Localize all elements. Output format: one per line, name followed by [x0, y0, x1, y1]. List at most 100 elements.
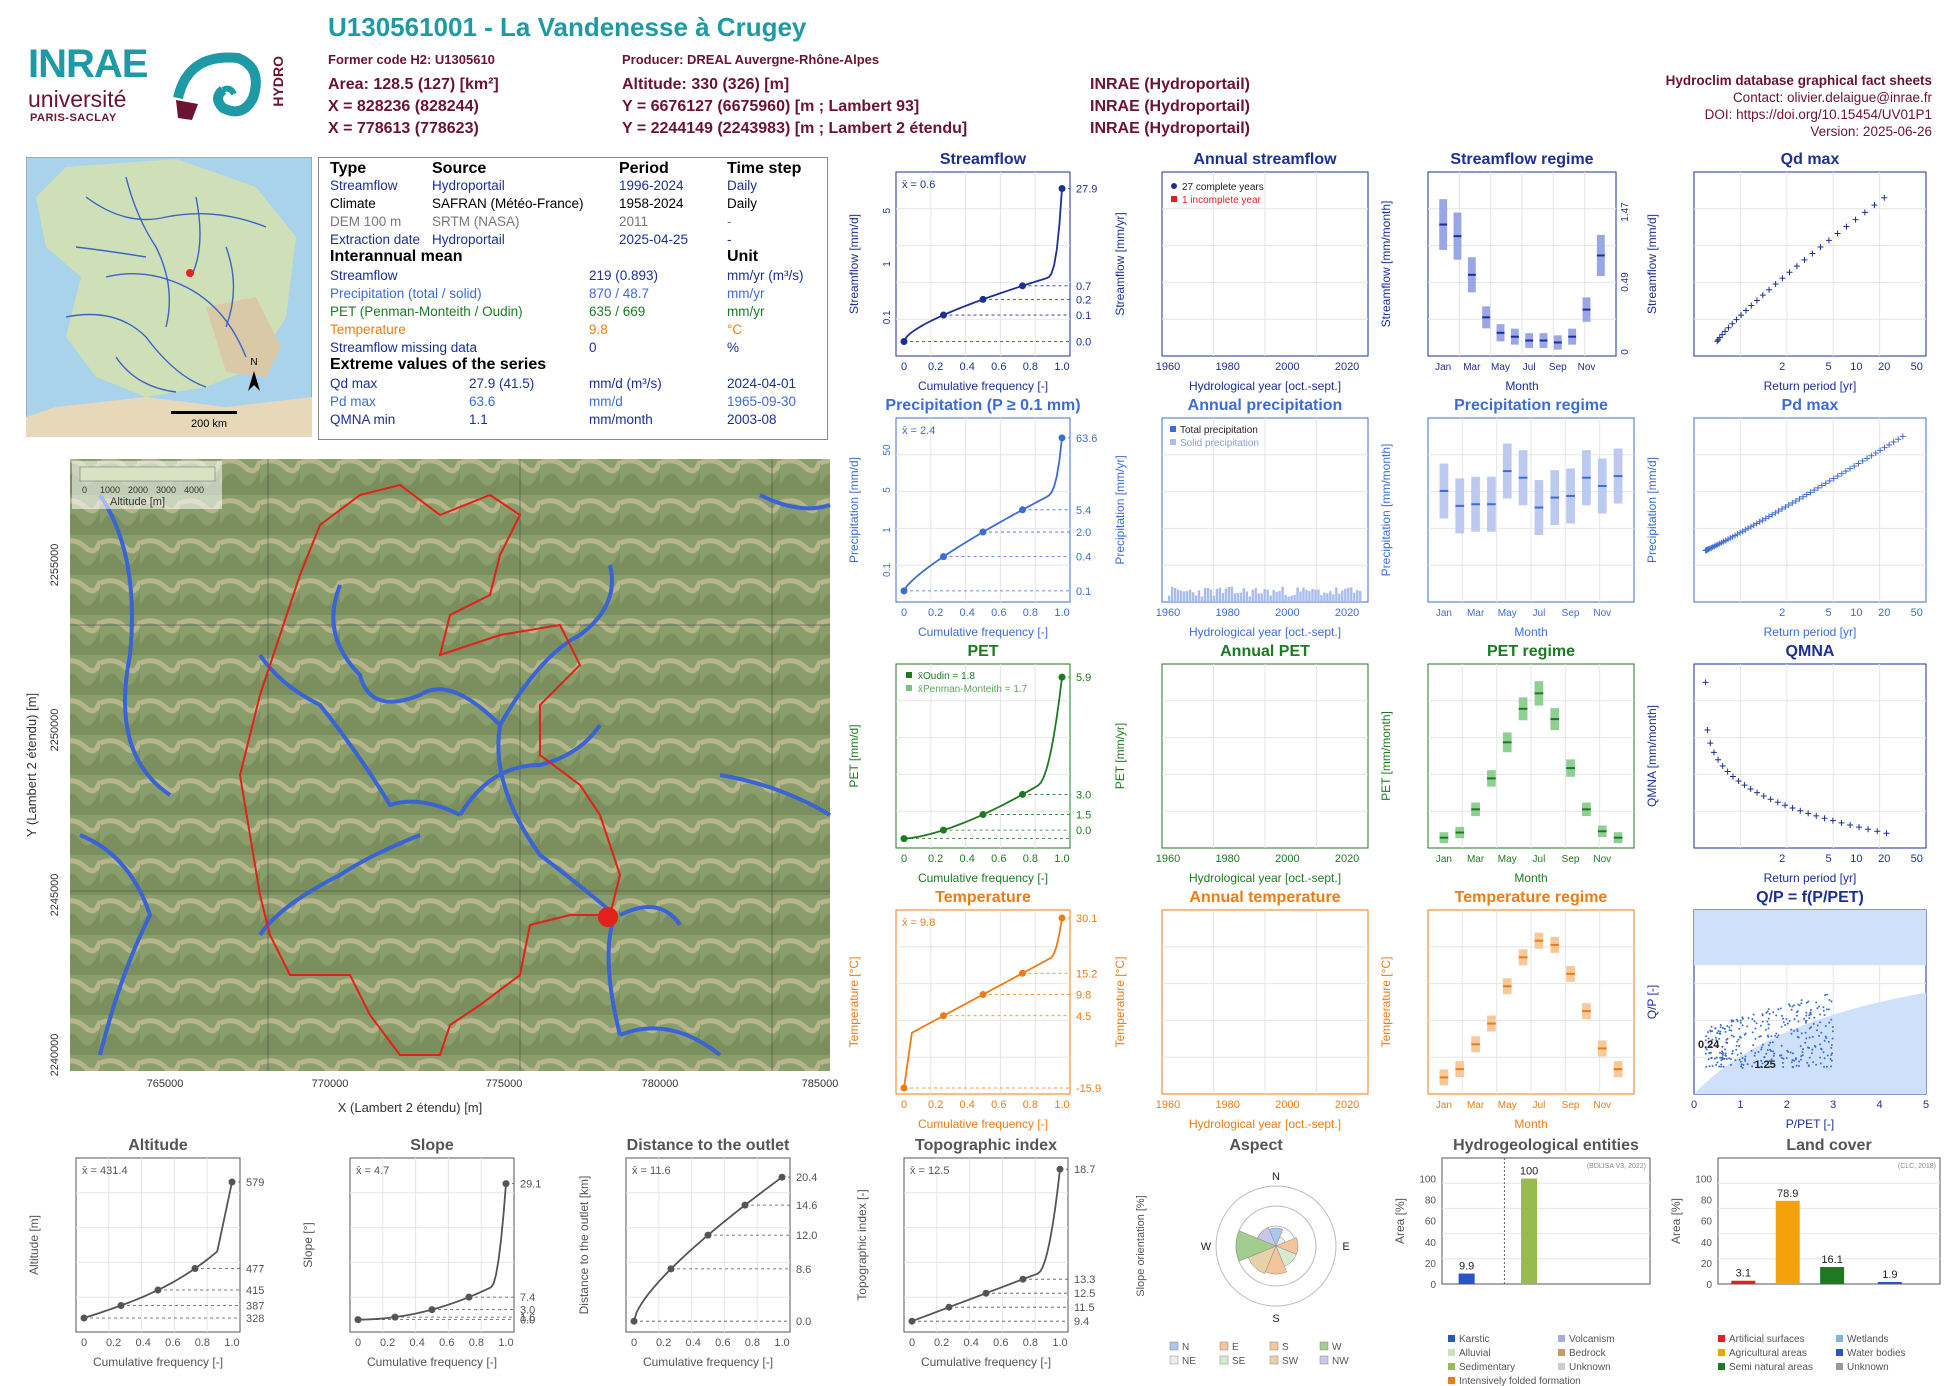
qp-point — [1741, 1024, 1744, 1027]
return-point — [1807, 489, 1814, 496]
legend-marker — [1558, 1363, 1565, 1370]
y-tick: 100 — [1419, 1175, 1436, 1186]
right-tick: 1.5 — [1076, 810, 1091, 822]
y-tick: 2240000 — [49, 1034, 61, 1077]
qp-point — [1819, 1056, 1822, 1059]
return-point — [1877, 447, 1884, 454]
year-bar-solid — [1302, 587, 1305, 602]
row-period: 2011 — [619, 214, 649, 229]
return-point — [1830, 475, 1837, 482]
extreme-value: 63.6 — [469, 394, 496, 409]
qp-point — [1781, 1014, 1784, 1017]
return-point — [1714, 338, 1721, 345]
qp-point — [1816, 1029, 1819, 1032]
qp-point — [1787, 1050, 1790, 1053]
x-tick: Mar — [1467, 854, 1485, 865]
landcover-chart: Land cover Area [%] (CLC, 2018) 3.1 78.9 16.1… — [1669, 1137, 1941, 1373]
legend-title: Altitude [m] — [110, 496, 165, 508]
y-tick: 0.1 — [882, 563, 893, 577]
return-point — [1895, 436, 1902, 443]
return-point — [1825, 237, 1832, 244]
qp-point — [1750, 1049, 1753, 1052]
qp-point — [1780, 1025, 1783, 1028]
x-tick: 0.4 — [960, 607, 975, 619]
qp-point — [1824, 1025, 1827, 1028]
qp-point — [1721, 1045, 1724, 1048]
legend-marker — [1319, 1341, 1329, 1351]
y-tick: 5 — [882, 207, 893, 213]
qp-point — [1823, 1013, 1826, 1016]
return-point — [1738, 312, 1745, 319]
year-bar-solid — [1176, 589, 1180, 602]
year-bar-solid — [1320, 595, 1323, 602]
qp-point — [1740, 1063, 1743, 1066]
former-code: Former code H2: U1305610 — [328, 52, 495, 67]
x-tick: 2020 — [1335, 1099, 1359, 1111]
right-tick: -15.9 — [1076, 1083, 1101, 1095]
qp-point — [1830, 1044, 1833, 1047]
qp-point — [1705, 1035, 1708, 1038]
y-axis-label: Area [%] — [1393, 1198, 1407, 1244]
bar — [1775, 1200, 1800, 1284]
qp-point — [1705, 1065, 1708, 1068]
qp-point — [1754, 1027, 1757, 1030]
row-source: Hydroportail — [432, 232, 505, 247]
qp-point — [1736, 1020, 1739, 1023]
year-bar-solid — [1356, 589, 1359, 602]
budyko-zone — [1694, 992, 1926, 1094]
right-tick: 1.6 — [520, 1312, 535, 1324]
plot-frame — [625, 1157, 791, 1333]
x-tick: 2 — [1779, 361, 1785, 373]
x-tick: 0.8 — [745, 1337, 760, 1349]
return-point — [1842, 468, 1849, 475]
x-tick: 1.0 — [1054, 853, 1069, 865]
compass-label: E — [1342, 1241, 1349, 1253]
qp-point — [1753, 1061, 1756, 1064]
qp-point — [1728, 1029, 1731, 1032]
right-tick: 0.49 — [1620, 272, 1631, 292]
y-axis-label: Streamflow [mm/d] — [847, 214, 861, 314]
chart-title: Qd max — [1781, 151, 1840, 168]
qp-point — [1829, 1065, 1832, 1068]
x-tick: 0.2 — [656, 1337, 671, 1349]
qp-point — [1789, 1051, 1792, 1054]
qp-point — [1828, 998, 1831, 1001]
year-bar-solid — [1251, 589, 1254, 602]
right-tick: 0.2 — [1076, 294, 1091, 306]
pet-chart: PET Cumulative frequency [-] PET [mm/d] 5.9… — [847, 643, 1091, 885]
qp-point — [1808, 1056, 1811, 1059]
legend-marker — [1836, 1335, 1843, 1342]
qp-point — [1724, 1030, 1727, 1033]
database-info: Hydroclim database graphical fact sheets… — [1666, 72, 1932, 140]
qp-point — [1718, 1051, 1721, 1054]
right-tick: 8.6 — [796, 1264, 811, 1276]
y-tick: 2245000 — [49, 874, 61, 917]
qp-point — [1781, 1017, 1784, 1020]
qp-point — [1722, 1065, 1725, 1068]
x-tick: 0.2 — [928, 361, 943, 373]
qp-point — [1812, 1022, 1815, 1025]
return-point — [1890, 439, 1897, 446]
return-point — [1843, 223, 1850, 230]
qp-point — [1799, 1045, 1802, 1048]
legend-tick: 3000 — [156, 485, 176, 495]
return-point — [1797, 807, 1804, 814]
chart-title: PET — [967, 643, 998, 660]
y-tick: 20 — [1701, 1259, 1713, 1270]
year-bar-solid — [1353, 592, 1356, 602]
return-point — [1707, 740, 1714, 747]
qp-point — [1812, 1061, 1815, 1064]
inrae-logo: INRAE — [28, 42, 148, 86]
qp-point — [1729, 1058, 1732, 1061]
bar-value: 1.9 — [1882, 1269, 1897, 1281]
y-axis-label: Slope orientation [%] — [1135, 1195, 1147, 1297]
qp-point — [1760, 1046, 1763, 1049]
year-bar-solid — [1203, 588, 1207, 602]
area: Area: 128.5 (127) [km²] — [328, 76, 499, 93]
qp-point — [1754, 1052, 1757, 1055]
bar-value: 16.1 — [1821, 1254, 1842, 1266]
year-bar-solid — [1224, 588, 1228, 602]
x-tick: 0.4 — [960, 1099, 975, 1111]
qp-point — [1784, 1023, 1787, 1026]
